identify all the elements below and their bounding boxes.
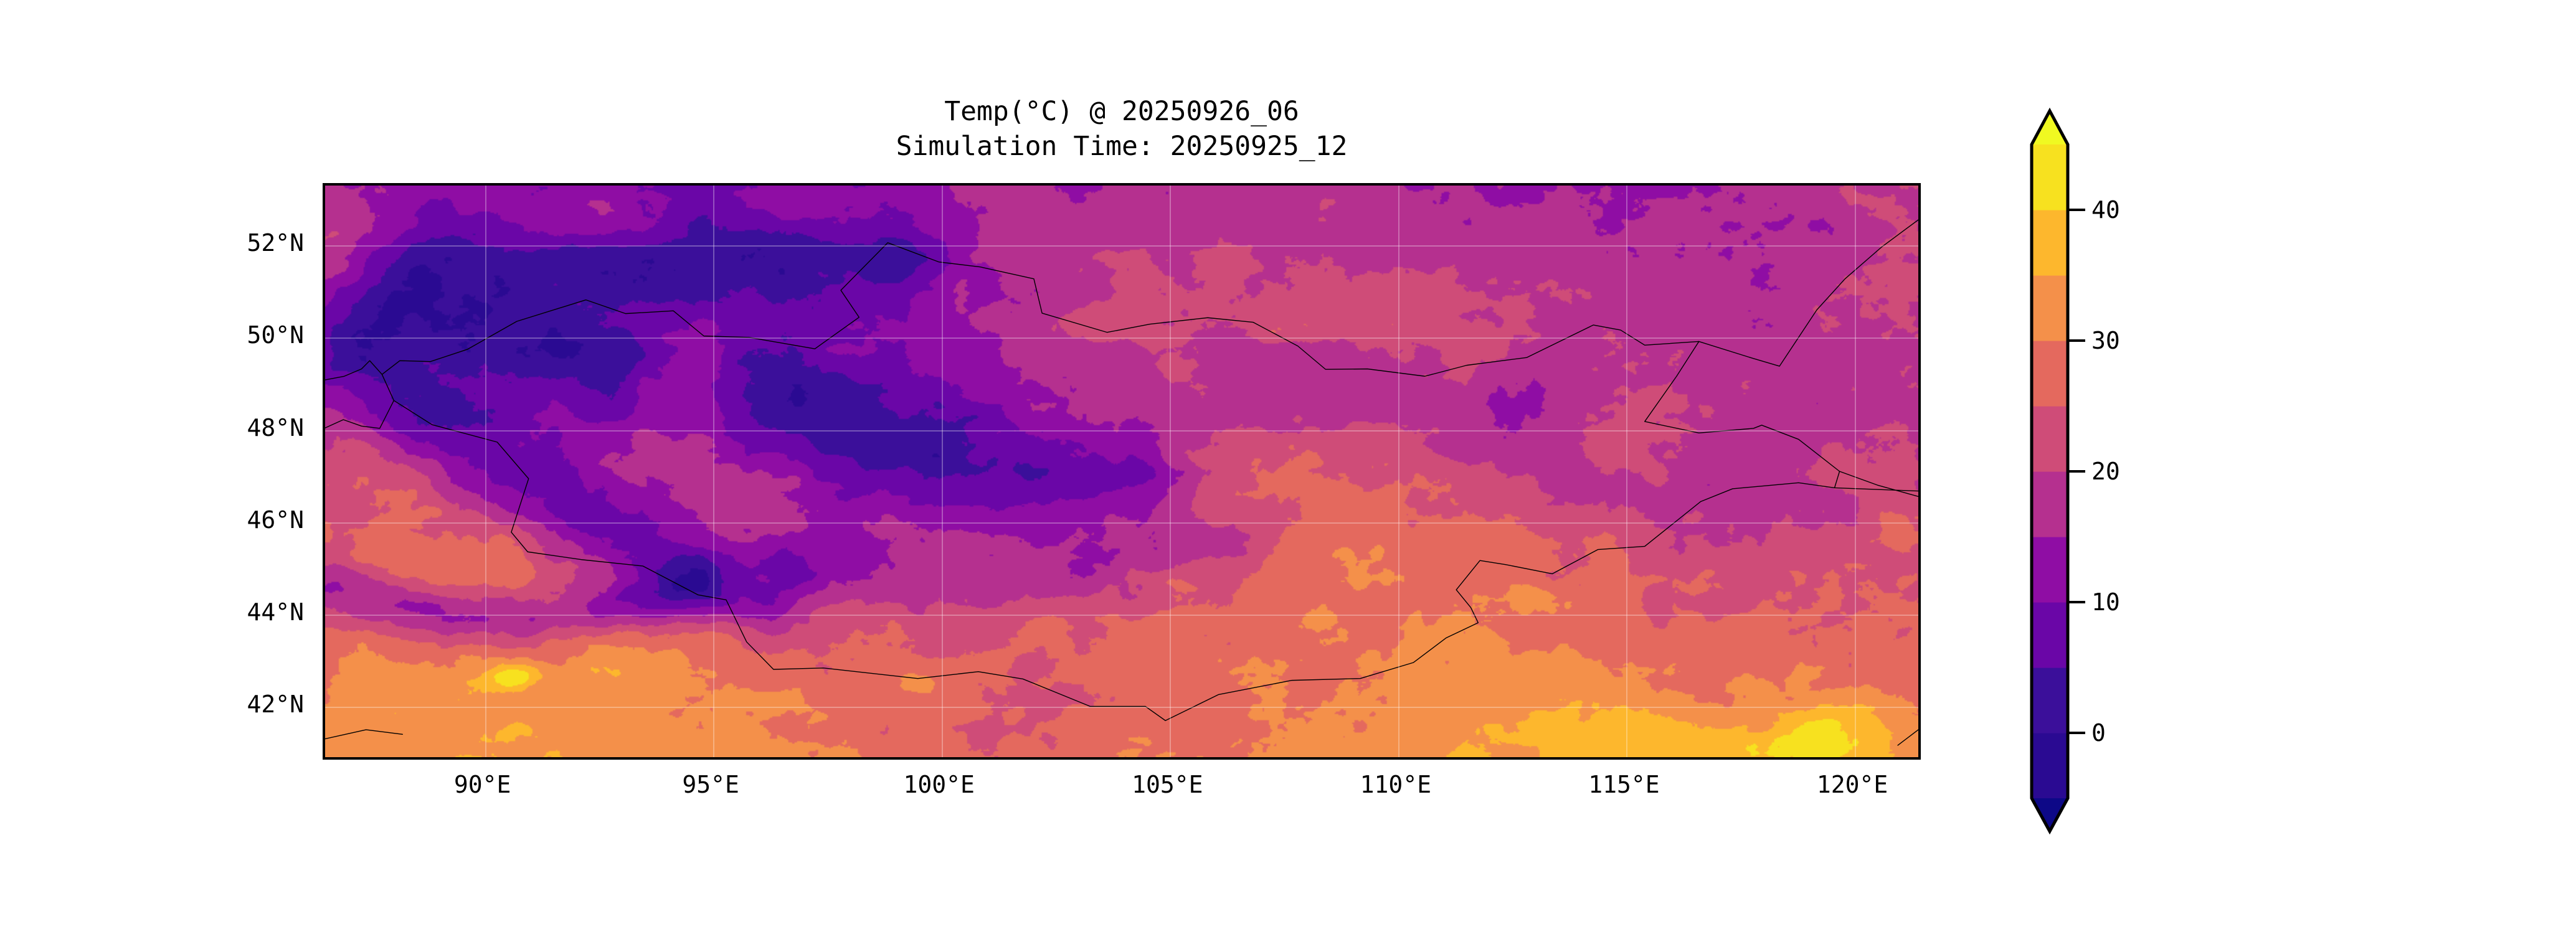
temperature-field-raster [325,186,1918,757]
x-tick-label: 100°E [903,771,975,798]
gridline-parallel [325,430,1918,432]
country-borders-overlay [325,186,1918,757]
gridline-meridian [713,186,715,757]
colorbar-tick-label: 30 [2091,327,2120,354]
colorbar-tick-mark [2069,601,2085,603]
x-tick-label: 105°E [1132,771,1203,798]
gridline-parallel [325,614,1918,616]
colorbar-tick-mark [2069,470,2085,473]
gridline-meridian [485,186,486,757]
gridline-parallel [325,707,1918,709]
y-tick-label: 46°N [247,506,304,534]
colorbar-tick-label: 0 [2091,719,2106,747]
colorbar-gradient [2030,107,2070,835]
gridline-parallel [325,522,1918,524]
x-tick-label: 120°E [1816,771,1888,798]
colorbar-tick-mark [2069,732,2085,734]
x-tick-label: 110°E [1360,771,1432,798]
y-tick-label: 42°N [247,691,304,719]
y-tick-label: 48°N [247,413,304,441]
colorbar-tick-label: 40 [2091,196,2120,224]
gridline-meridian [1170,186,1172,757]
y-tick-label: 44°N [247,598,304,626]
gridline-meridian [941,186,943,757]
x-tick-label: 115°E [1588,771,1660,798]
y-tick-label: 52°N [247,229,304,257]
x-tick-label: 95°E [682,771,739,798]
gridline-meridian [1398,186,1399,757]
colorbar-tick-mark [2069,209,2085,211]
gridline-meridian [1626,186,1628,757]
x-tick-label: 90°E [453,771,511,798]
title-line-variable: Temp(°C) @ 20250926_06 [944,96,1299,127]
title-line-simulation-time: Simulation Time: 20250925_12 [896,130,1348,162]
colorbar-tick-label: 20 [2091,458,2120,485]
colorbar[interactable]: 40 30 20 10 0 [2030,106,2120,835]
gridline-parallel [325,245,1918,247]
gridline-meridian [1855,186,1857,757]
y-tick-label: 50°N [247,321,304,349]
map-plot-area[interactable] [323,183,1921,760]
colorbar-tick-mark [2069,339,2085,342]
chart-title: Temp(°C) @ 20250926_06 Simulation Time: … [323,95,1921,164]
gridline-parallel [325,337,1918,339]
colorbar-tick-label: 10 [2091,588,2120,616]
